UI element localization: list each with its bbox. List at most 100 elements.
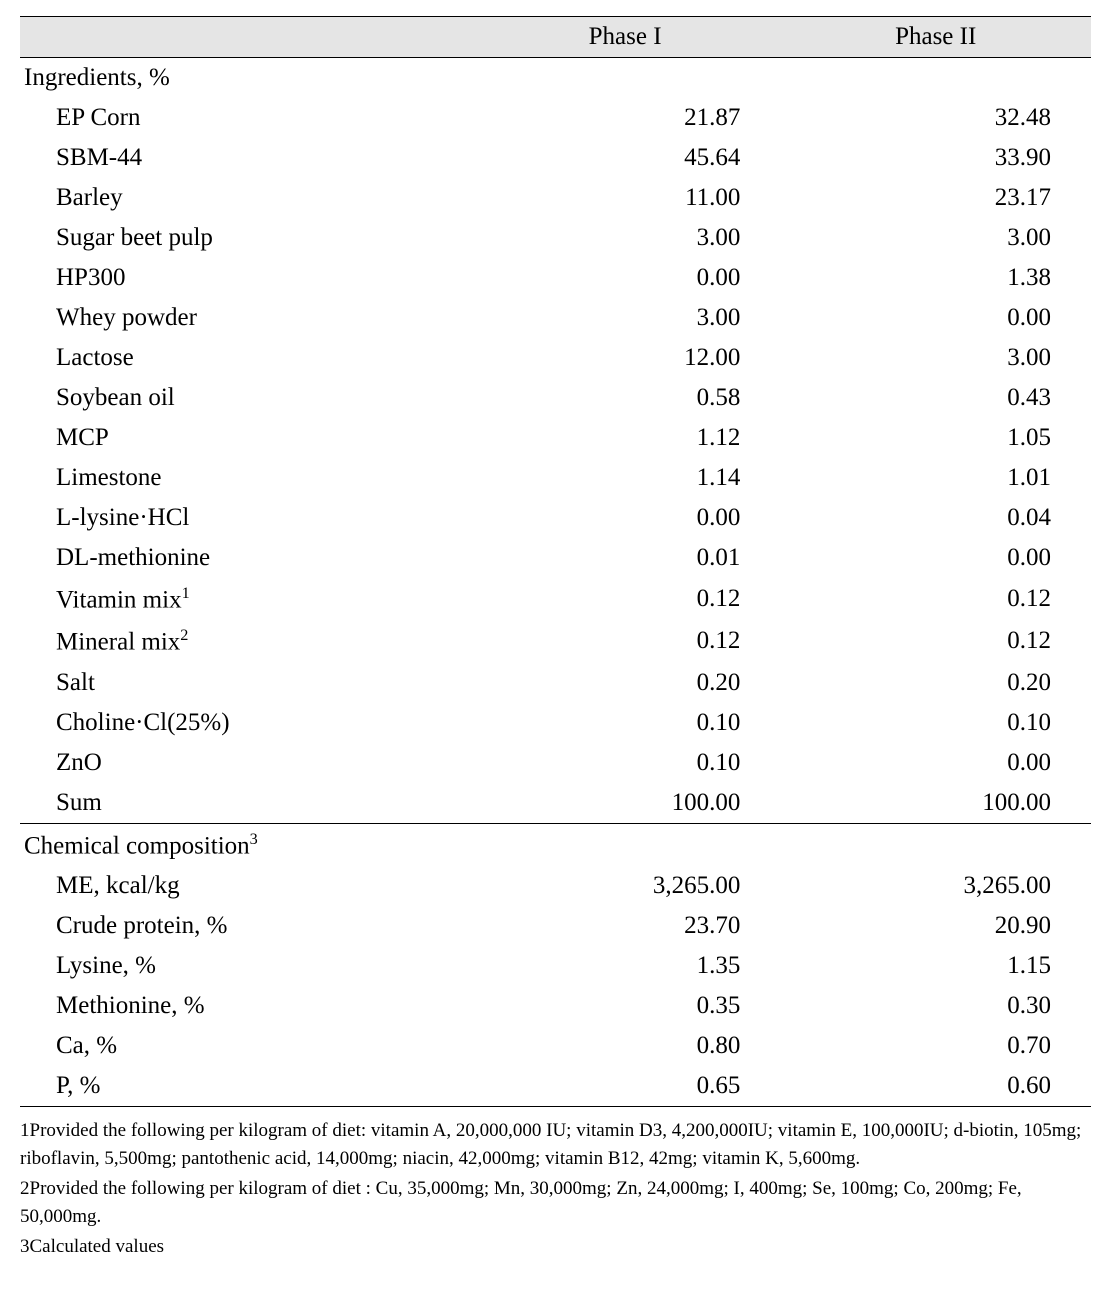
table-header-row: Phase I Phase II [20, 17, 1091, 58]
row-phase2-value: 0.12 [780, 578, 1091, 620]
row-phase2-value: 33.90 [780, 138, 1091, 178]
row-phase1-value: 1.35 [470, 946, 781, 986]
table-row: Lactose12.003.00 [20, 338, 1091, 378]
row-phase2-value: 1.15 [780, 946, 1091, 986]
row-label: Barley [20, 178, 470, 218]
row-label: Salt [20, 663, 470, 703]
row-phase2-value: 1.01 [780, 458, 1091, 498]
row-phase2-value: 1.05 [780, 418, 1091, 458]
table-row: EP Corn21.8732.48 [20, 98, 1091, 138]
row-phase1-value: 0.58 [470, 378, 781, 418]
row-phase1-value: 0.35 [470, 986, 781, 1026]
composition-table: Phase I Phase II Ingredients, %EP Corn21… [20, 16, 1091, 1107]
row-phase1-value: 21.87 [470, 98, 781, 138]
row-phase2-value: 0.12 [780, 620, 1091, 662]
row-phase1-value: 0.20 [470, 663, 781, 703]
table-row: Sugar beet pulp3.003.00 [20, 218, 1091, 258]
row-label: P, % [20, 1066, 470, 1107]
row-label: SBM-44 [20, 138, 470, 178]
table-row: Methionine, %0.350.30 [20, 986, 1091, 1026]
table-row: Sum100.00100.00 [20, 783, 1091, 824]
row-phase1-value: 23.70 [470, 906, 781, 946]
row-phase2-value: 3,265.00 [780, 866, 1091, 906]
row-label: MCP [20, 418, 470, 458]
table-row: ME, kcal/kg3,265.003,265.00 [20, 866, 1091, 906]
row-phase1-value: 0.80 [470, 1026, 781, 1066]
row-label: Lactose [20, 338, 470, 378]
superscript: 2 [180, 626, 188, 644]
row-label: Sugar beet pulp [20, 218, 470, 258]
footnote-line: 2Provided the following per kilogram of … [20, 1175, 1091, 1230]
row-label: Ca, % [20, 1026, 470, 1066]
row-phase1-value: 100.00 [470, 783, 781, 824]
row-label: Crude protein, % [20, 906, 470, 946]
row-phase2-value: 0.60 [780, 1066, 1091, 1107]
row-phase1-value: 3.00 [470, 218, 781, 258]
row-phase2-value: 32.48 [780, 98, 1091, 138]
row-phase1-value: 3,265.00 [470, 866, 781, 906]
row-label: Whey powder [20, 298, 470, 338]
row-label: Soybean oil [20, 378, 470, 418]
row-phase1-value: 0.10 [470, 703, 781, 743]
superscript: 1 [182, 584, 190, 602]
table-row: P, %0.650.60 [20, 1066, 1091, 1107]
row-phase2-value: 0.70 [780, 1026, 1091, 1066]
header-phase2: Phase II [780, 17, 1091, 58]
row-label: Choline·Cl(25%) [20, 703, 470, 743]
row-label: Vitamin mix1 [20, 578, 470, 620]
table-row: SBM-4445.6433.90 [20, 138, 1091, 178]
row-phase2-value: 0.00 [780, 298, 1091, 338]
row-label: L-lysine·HCl [20, 498, 470, 538]
row-label: EP Corn [20, 98, 470, 138]
row-phase1-value: 11.00 [470, 178, 781, 218]
footnotes: 1Provided the following per kilogram of … [20, 1117, 1091, 1261]
table-row: Salt0.200.20 [20, 663, 1091, 703]
row-phase2-value: 0.10 [780, 703, 1091, 743]
table-row: Barley11.0023.17 [20, 178, 1091, 218]
table-row: MCP1.121.05 [20, 418, 1091, 458]
row-phase1-value: 1.14 [470, 458, 781, 498]
row-phase2-value: 0.20 [780, 663, 1091, 703]
footnote-line: 1Provided the following per kilogram of … [20, 1117, 1091, 1172]
row-phase1-value: 12.00 [470, 338, 781, 378]
table-row: Lysine, %1.351.15 [20, 946, 1091, 986]
section-heading: Chemical composition3 [20, 823, 1091, 866]
table-row: HP3000.001.38 [20, 258, 1091, 298]
row-phase2-value: 20.90 [780, 906, 1091, 946]
row-phase2-value: 3.00 [780, 338, 1091, 378]
row-label: ZnO [20, 743, 470, 783]
row-phase1-value: 1.12 [470, 418, 781, 458]
table-row: Mineral mix20.120.12 [20, 620, 1091, 662]
row-label: Mineral mix2 [20, 620, 470, 662]
row-phase2-value: 0.00 [780, 538, 1091, 578]
row-phase2-value: 0.30 [780, 986, 1091, 1026]
table-row: Crude protein, %23.7020.90 [20, 906, 1091, 946]
row-phase2-value: 0.04 [780, 498, 1091, 538]
header-blank [20, 17, 470, 58]
header-phase1: Phase I [470, 17, 781, 58]
row-phase1-value: 0.00 [470, 258, 781, 298]
row-label: Limestone [20, 458, 470, 498]
section-title: Chemical composition3 [20, 823, 1091, 866]
table-row: Limestone1.141.01 [20, 458, 1091, 498]
row-phase1-value: 3.00 [470, 298, 781, 338]
row-phase1-value: 45.64 [470, 138, 781, 178]
table-row: Whey powder3.000.00 [20, 298, 1091, 338]
section-title: Ingredients, % [20, 58, 1091, 99]
table-row: Choline·Cl(25%)0.100.10 [20, 703, 1091, 743]
row-phase2-value: 0.00 [780, 743, 1091, 783]
section-heading: Ingredients, % [20, 58, 1091, 99]
row-phase2-value: 1.38 [780, 258, 1091, 298]
footnote-line: 3Calculated values [20, 1233, 1091, 1261]
table-row: Ca, %0.800.70 [20, 1026, 1091, 1066]
table-row: Soybean oil0.580.43 [20, 378, 1091, 418]
row-phase1-value: 0.01 [470, 538, 781, 578]
row-label: ME, kcal/kg [20, 866, 470, 906]
row-label: DL-methionine [20, 538, 470, 578]
table-row: ZnO0.100.00 [20, 743, 1091, 783]
row-phase1-value: 0.00 [470, 498, 781, 538]
row-phase1-value: 0.10 [470, 743, 781, 783]
row-phase2-value: 23.17 [780, 178, 1091, 218]
superscript: 3 [250, 830, 258, 848]
row-phase2-value: 100.00 [780, 783, 1091, 824]
